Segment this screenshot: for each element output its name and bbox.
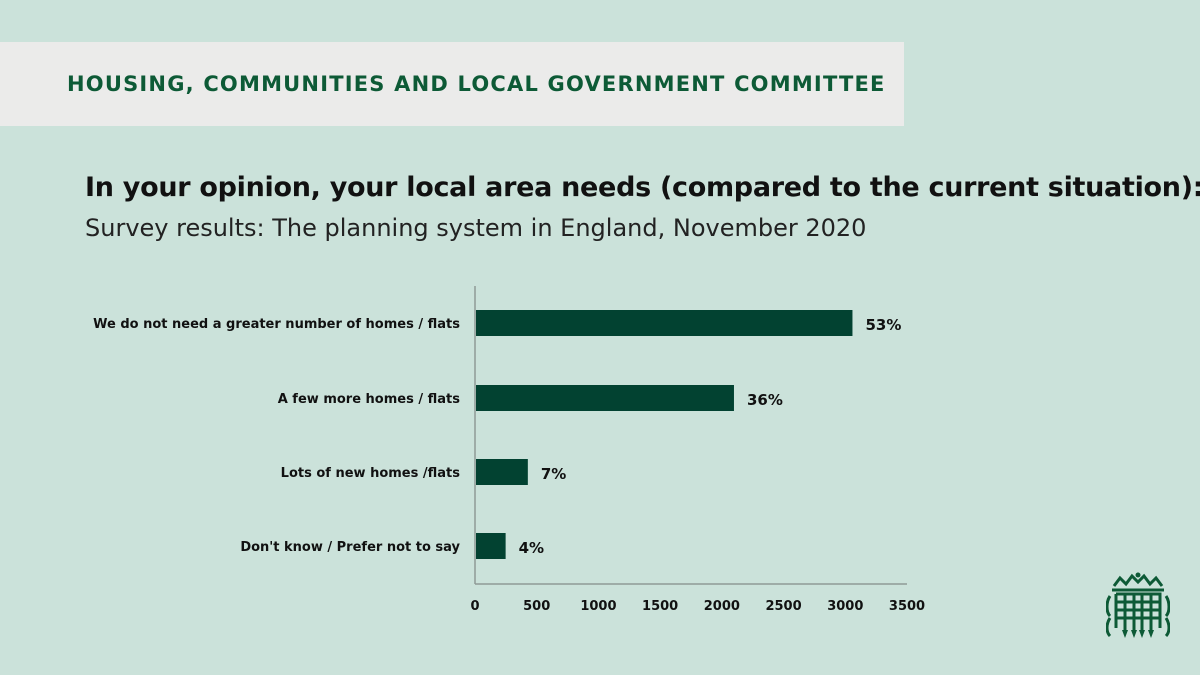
x-tick-label: 0 bbox=[470, 599, 479, 614]
x-tick-label: 1000 bbox=[580, 599, 616, 614]
data-label: 4% bbox=[519, 539, 544, 557]
category-label: A few more homes / flats bbox=[278, 392, 461, 407]
portcullis-icon bbox=[1106, 572, 1170, 638]
data-label: 53% bbox=[865, 316, 901, 334]
x-tick-label: 3500 bbox=[889, 599, 925, 614]
chart-subtitle: Survey results: The planning system in E… bbox=[85, 214, 867, 242]
bar bbox=[476, 385, 734, 411]
bar bbox=[476, 310, 853, 336]
committee-name: HOUSING, COMMUNITIES AND LOCAL GOVERNMEN… bbox=[67, 72, 886, 96]
data-label: 36% bbox=[747, 391, 783, 409]
category-label: We do not need a greater number of homes… bbox=[93, 317, 460, 332]
x-tick-label: 2500 bbox=[765, 599, 801, 614]
chart-title: In your opinion, your local area needs (… bbox=[85, 172, 1200, 203]
x-tick-label: 500 bbox=[523, 599, 550, 614]
data-label: 7% bbox=[541, 465, 566, 483]
category-label: Don't know / Prefer not to say bbox=[240, 540, 460, 555]
x-tick-label: 3000 bbox=[827, 599, 863, 614]
bar bbox=[476, 459, 528, 485]
x-tick-label: 1500 bbox=[642, 599, 678, 614]
bar bbox=[476, 533, 506, 559]
header-banner: HOUSING, COMMUNITIES AND LOCAL GOVERNMEN… bbox=[0, 42, 904, 126]
x-tick-label: 2000 bbox=[704, 599, 740, 614]
category-label: Lots of new homes /flats bbox=[281, 466, 461, 481]
bar-chart: We do not need a greater number of homes… bbox=[93, 286, 925, 614]
